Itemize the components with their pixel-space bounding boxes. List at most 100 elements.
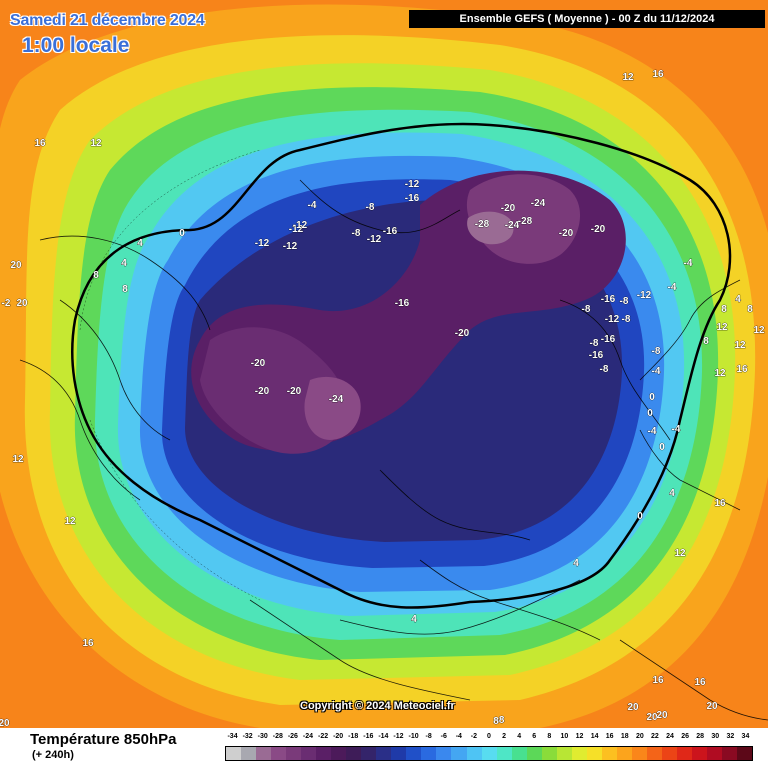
isotherm-label: -24 xyxy=(505,220,520,231)
legend-swatch xyxy=(722,747,738,760)
legend-tick: -14 xyxy=(378,733,389,740)
isotherm-label: 0 xyxy=(659,442,665,453)
coastlines xyxy=(19,179,768,721)
isotherm-label: -4 xyxy=(308,200,317,211)
isotherm-label: 0 xyxy=(647,408,653,419)
isotherm-label: 12 xyxy=(753,325,765,336)
isotherm-label: -24 xyxy=(531,198,546,209)
isotherm-label: 4 xyxy=(573,558,579,569)
isotherm-label: 8 xyxy=(721,304,727,315)
isotherm-label: 16 xyxy=(736,364,748,375)
legend-swatch xyxy=(451,747,467,760)
legend-swatch xyxy=(466,747,482,760)
legend-swatch xyxy=(331,747,347,760)
graticule xyxy=(79,149,261,601)
isotherm-label: -16 xyxy=(589,350,604,361)
isotherm-label: 4 xyxy=(137,238,143,249)
isotherm-label: 16 xyxy=(82,638,94,649)
isotherm-label: -12 xyxy=(289,224,304,235)
isotherm-label: 12 xyxy=(674,548,686,559)
isotherm-label: -8 xyxy=(496,715,505,726)
legend-tick: -24 xyxy=(302,733,314,740)
legend-swatch xyxy=(511,747,527,760)
isotherm-label: 20 xyxy=(0,718,10,728)
isotherm-label: 0 xyxy=(179,228,185,239)
legend-swatch xyxy=(481,747,497,760)
legend-swatch xyxy=(601,747,617,760)
isotherm-label: 12 xyxy=(64,516,76,527)
isotherm-label: -4 xyxy=(652,366,661,377)
temperature-map: 16 12 12 16 0 4 8 20 20 4 12 8 -4 -8 -12 -12 -8 -12 -12 -16… xyxy=(0,0,768,728)
legend-swatch xyxy=(737,747,753,760)
isotherm-label: 4 xyxy=(735,294,741,305)
legend-swatch xyxy=(571,747,587,760)
isotherm-label: 12 xyxy=(12,454,24,465)
legend-tick: -26 xyxy=(287,733,298,740)
zero-isotherm xyxy=(71,122,732,609)
isotherm-label: 8 xyxy=(493,716,499,727)
forecast-step-label: (+ 240h) xyxy=(32,749,74,761)
isotherm-label: -20 xyxy=(455,328,470,339)
isotherm-label: -4 xyxy=(648,426,657,437)
isotherm-label: -8 xyxy=(352,228,361,239)
isotherm-label: 20 xyxy=(706,701,718,712)
isotherm-label: 8 xyxy=(747,304,753,315)
model-run-banner: Ensemble GEFS ( Moyenne ) - 00 Z du 11/1… xyxy=(409,10,765,28)
isotherm-label: -12 xyxy=(255,238,270,249)
isotherm-label: -12 xyxy=(605,314,620,325)
legend-tick: -22 xyxy=(317,733,329,740)
legend-swatch xyxy=(256,747,272,760)
legend-tick: 26 xyxy=(681,733,689,740)
legend-swatch xyxy=(707,747,723,760)
isotherm-label: -4 xyxy=(684,258,693,269)
isotherm-label: 16 xyxy=(694,677,706,688)
isotherm-label: -12 xyxy=(405,179,420,190)
isotherm-label: 20 xyxy=(16,298,28,309)
legend-swatch xyxy=(661,747,677,760)
legend-swatch xyxy=(271,747,287,760)
legend-tick: 32 xyxy=(726,733,735,740)
legend-tick: 18 xyxy=(620,733,629,740)
isotherm-label: -8 xyxy=(600,364,609,375)
legend-swatch xyxy=(346,747,362,760)
isotherm-label: -2 xyxy=(2,298,11,309)
isotherm-label: -28 xyxy=(475,219,490,230)
legend-tick: -10 xyxy=(408,733,419,740)
isotherm-label: -8 xyxy=(622,314,631,325)
isotherm-label: -16 xyxy=(601,334,616,345)
legend-swatch xyxy=(301,747,317,760)
legend-tick: -20 xyxy=(333,733,344,740)
isotherm-label: 4 xyxy=(669,488,675,499)
isotherm-label: 20 xyxy=(627,702,639,713)
legend-swatch xyxy=(361,747,377,760)
color-scale-legend: -34 -32 -30 -28 -26 -24 -22 -20 -18 -16 -14 -12 -10-… xyxy=(225,728,753,768)
legend-tick: -18 xyxy=(348,733,359,740)
isotherm-label: -4 xyxy=(672,424,681,435)
legend-tick: -34 xyxy=(227,733,238,740)
legend-tick: -2 xyxy=(470,733,478,740)
isotherm-label: 8 xyxy=(122,284,128,295)
isotherm-label: 8 xyxy=(703,336,709,347)
isotherm-label: -8 xyxy=(652,346,661,357)
legend-tick: 4 xyxy=(517,733,522,740)
date-title: Samedi 21 décembre 2024 xyxy=(10,12,205,29)
legend-swatch xyxy=(676,747,692,760)
legend-swatch xyxy=(316,747,332,760)
legend-swatch xyxy=(226,747,242,760)
legend-tick: -4 xyxy=(455,733,462,740)
legend-swatch xyxy=(406,747,422,760)
legend-swatch xyxy=(286,747,302,760)
legend-tick: -16 xyxy=(363,733,374,740)
legend-tick: 8 xyxy=(547,733,552,740)
legend-swatch xyxy=(646,747,662,760)
legend-swatch xyxy=(376,747,392,760)
isotherm-label: -16 xyxy=(383,226,398,237)
legend-tick: 14 xyxy=(590,733,599,740)
legend-swatch xyxy=(556,747,572,760)
legend-tick: -32 xyxy=(242,733,253,740)
isotherm-label: 20 xyxy=(646,712,658,723)
isotherm-label: -24 xyxy=(329,394,344,405)
isotherm-label: -12 xyxy=(637,290,652,301)
